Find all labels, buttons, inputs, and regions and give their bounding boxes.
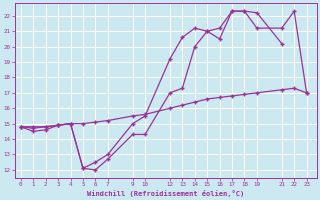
X-axis label: Windchill (Refroidissement éolien,°C): Windchill (Refroidissement éolien,°C) — [87, 190, 244, 197]
